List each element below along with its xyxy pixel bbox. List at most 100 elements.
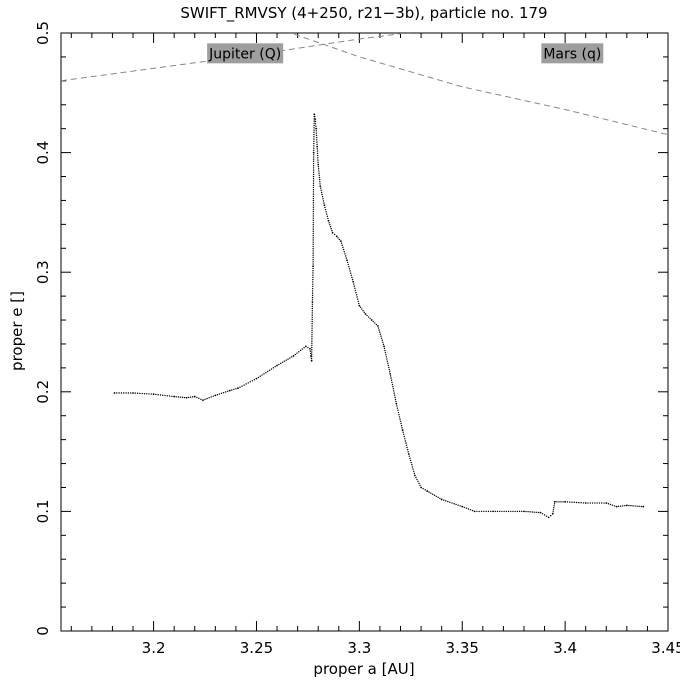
data-point	[312, 165, 315, 167]
data-point	[388, 366, 390, 369]
data-point	[379, 331, 381, 333]
data-point	[369, 317, 371, 320]
data-point	[123, 392, 125, 394]
data-point	[311, 316, 313, 318]
data-point	[312, 206, 315, 208]
data-point	[553, 507, 555, 509]
data-point	[326, 215, 329, 218]
data-point	[603, 502, 605, 504]
data-point	[312, 175, 315, 178]
data-point	[312, 189, 315, 191]
data-point	[311, 299, 314, 301]
data-point	[469, 509, 472, 511]
data-point	[317, 157, 319, 159]
data-point	[327, 217, 329, 220]
data-point	[320, 187, 322, 189]
data-point	[191, 396, 194, 398]
data-point	[274, 365, 276, 368]
data-point	[459, 505, 461, 507]
data-point	[313, 147, 315, 149]
data-point	[553, 505, 555, 507]
data-point	[401, 429, 404, 431]
data-point	[535, 511, 538, 513]
data-point	[625, 504, 628, 507]
data-point	[389, 375, 392, 377]
data-point	[187, 396, 190, 399]
data-point	[311, 342, 313, 345]
data-point	[419, 484, 421, 487]
data-point	[412, 468, 414, 470]
data-point	[312, 228, 314, 230]
data-point	[354, 289, 357, 292]
data-point	[312, 158, 315, 160]
data-point	[310, 359, 313, 362]
data-point	[143, 392, 146, 395]
data-point	[311, 336, 313, 338]
data-point	[525, 510, 527, 513]
data-point	[409, 459, 412, 462]
data-point	[313, 140, 315, 143]
data-point	[311, 318, 313, 321]
data-point	[311, 338, 313, 340]
data-point	[316, 154, 319, 157]
data-point	[113, 392, 116, 394]
data-point	[353, 285, 356, 287]
data-point	[363, 311, 365, 314]
data-point	[594, 502, 596, 504]
data-point	[510, 510, 512, 513]
data-point	[312, 226, 314, 228]
data-point	[634, 505, 636, 507]
data-point	[331, 231, 334, 234]
data-point	[337, 237, 339, 239]
data-point	[310, 357, 313, 360]
data-point	[402, 431, 404, 433]
data-point	[314, 118, 317, 121]
data-point	[312, 210, 315, 213]
data-point	[312, 237, 314, 239]
data-point	[318, 170, 320, 172]
data-point	[312, 248, 314, 250]
data-point	[523, 510, 525, 513]
data-point	[492, 510, 495, 513]
data-point	[396, 405, 398, 407]
data-point	[354, 287, 356, 289]
data-point	[130, 392, 132, 394]
data-point	[393, 394, 396, 396]
data-point	[315, 134, 318, 137]
data-point	[383, 347, 386, 350]
data-point	[516, 510, 519, 513]
data-point	[257, 376, 260, 379]
data-point	[318, 178, 321, 181]
data-point	[318, 172, 320, 174]
data-point	[329, 224, 331, 226]
data-point	[241, 385, 243, 387]
data-point	[268, 369, 271, 371]
data-point	[439, 497, 441, 500]
data-point	[134, 392, 137, 394]
data-point	[189, 396, 192, 398]
data-point	[383, 345, 385, 348]
data-point	[349, 270, 351, 272]
data-point	[272, 367, 275, 369]
data-point	[312, 243, 314, 246]
data-point	[357, 300, 359, 303]
data-point	[619, 505, 622, 507]
data-point	[312, 278, 314, 281]
data-point	[348, 268, 351, 270]
data-point	[483, 510, 485, 513]
data-point	[313, 113, 316, 116]
data-point	[312, 285, 314, 288]
data-point	[312, 195, 315, 197]
data-point	[322, 200, 325, 202]
data-point	[514, 510, 516, 513]
data-point	[312, 173, 315, 176]
data-point	[312, 171, 315, 173]
data-point	[433, 494, 436, 496]
data-point	[311, 312, 313, 314]
data-point	[326, 213, 328, 215]
data-point	[251, 380, 254, 382]
data-point	[313, 149, 315, 152]
data-point	[375, 323, 378, 326]
data-point	[409, 457, 411, 459]
plot-frame	[60, 32, 669, 632]
